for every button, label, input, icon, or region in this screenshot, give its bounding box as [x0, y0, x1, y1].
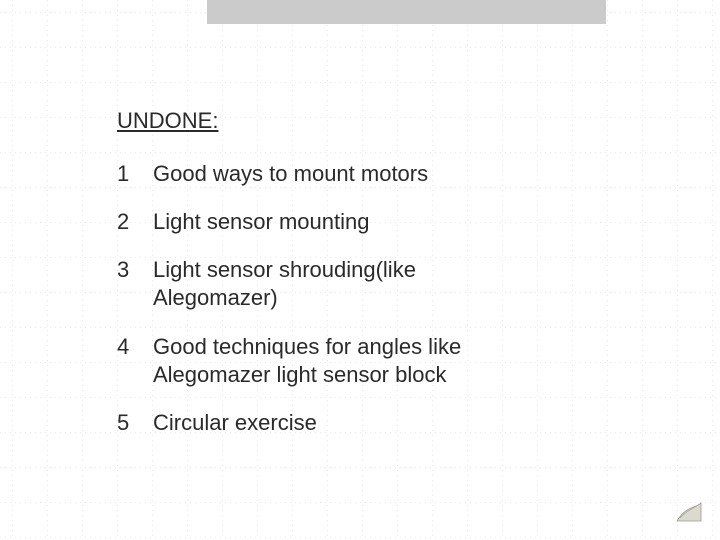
item-text: Light sensor mounting	[153, 208, 369, 236]
list-item: 1 Good ways to mount motors	[117, 160, 587, 188]
list-item: 2 Light sensor mounting	[117, 208, 587, 236]
item-text: Light sensor shrouding(like Alegomazer)	[153, 256, 533, 312]
list-item: 3 Light sensor shrouding(like Alegomazer…	[117, 256, 587, 312]
item-text: Good techniques for angles like Alegomaz…	[153, 333, 533, 389]
slide-content: UNDONE: 1 Good ways to mount motors 2 Li…	[117, 108, 587, 457]
list-item: 5 Circular exercise	[117, 409, 587, 437]
slide-heading: UNDONE:	[117, 108, 587, 134]
item-text: Good ways to mount motors	[153, 160, 428, 188]
list-item: 4 Good techniques for angles like Alegom…	[117, 333, 587, 389]
corner-pagecurl-icon	[676, 500, 702, 522]
undone-list: 1 Good ways to mount motors 2 Light sens…	[117, 160, 587, 437]
item-number: 4	[117, 333, 135, 361]
item-number: 3	[117, 256, 135, 284]
item-number: 5	[117, 409, 135, 437]
title-bar-placeholder	[207, 0, 606, 24]
item-text: Circular exercise	[153, 409, 317, 437]
item-number: 2	[117, 208, 135, 236]
item-number: 1	[117, 160, 135, 188]
